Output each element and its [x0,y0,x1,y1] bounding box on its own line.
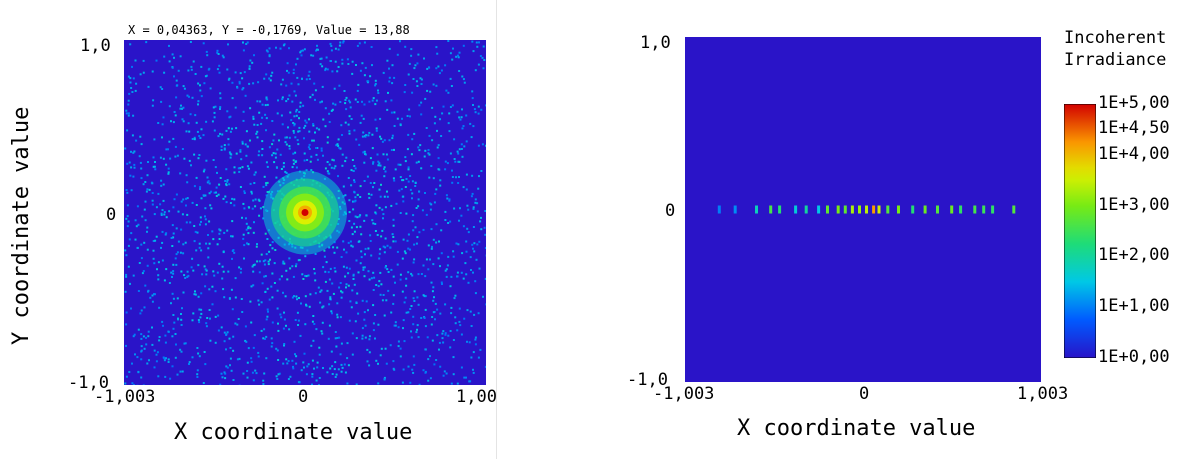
line-profile-mark [836,205,840,214]
left-y-tick-top: 1,0 [80,36,111,56]
left-x-axis-label: X coordinate value [174,420,413,445]
right-y-tick-mid: 0 [665,201,676,221]
colorbar-tick-label: 1E+0,00 [1098,347,1170,367]
right-x-tick-right: 1,003 [1017,384,1069,404]
line-profile-mark [778,205,782,214]
colorbar-tick-label: 1E+2,00 [1098,245,1170,266]
left-x-tick-mid: 0 [298,387,309,407]
right-x-axis-label: X coordinate value [737,416,976,441]
colorbar-tick-label: 1E+4,50 [1098,118,1170,139]
line-profile-mark [858,205,861,214]
panel-divider [496,0,497,459]
right-heatmap-plot[interactable] [685,37,1041,382]
line-profile-mark [877,205,881,214]
line-profile-mark [850,205,854,214]
line-profile-mark [923,205,927,214]
line-profile-mark [991,205,995,214]
colorbar-tick-label: 1E+4,00 [1098,143,1170,164]
line-profile-mark [733,205,737,214]
line-profile-mark [950,205,954,214]
colorbar-tick-label: 1E+1,00 [1098,296,1170,317]
line-profile-mark [973,205,977,214]
line-profile-mark [886,205,890,214]
colorbar-tick-label: 1E+3,00 [1098,194,1170,215]
colorbar-title-line2: Irradiance [1064,50,1167,70]
line-profile-mark [817,205,821,214]
line-profile-mark [826,205,829,214]
line-profile-mark [936,205,939,214]
left-heatmap-plot[interactable] [124,40,486,385]
colorbar-title-line1: Incoherent [1064,28,1167,48]
right-x-tick-left: -1,003 [653,384,715,404]
left-y-tick-bottom: -1,0 [68,373,109,393]
colorbar [1064,104,1096,358]
cursor-readout: X = 0,04363, Y = -0,1769, Value = 13,88 [128,23,410,37]
line-profile-mark [872,205,876,214]
left-y-tick-mid: 0 [106,205,117,225]
line-profile-mark [982,205,986,214]
left-central-peak [263,170,347,255]
line-profile-mark [865,205,868,214]
right-y-tick-bottom: -1,0 [627,370,668,390]
right-plot-background [685,37,1041,382]
line-profile-mark [897,205,900,214]
line-profile-mark [717,205,721,214]
right-y-tick-top: 1,0 [640,33,671,53]
line-profile-mark [755,205,758,214]
left-x-tick-left: -1,003 [94,387,156,407]
line-profile-mark [911,205,915,214]
line-profile-mark [794,205,798,214]
right-x-tick-mid: 0 [859,384,870,404]
line-profile-mark [1012,205,1016,214]
colorbar-gradient [1064,104,1096,358]
left-x-tick-right: 1,00 [456,387,497,407]
left-y-axis-label: Y coordinate value [9,106,34,345]
line-profile-mark [843,205,847,214]
line-profile-mark [769,205,773,214]
colorbar-tick-label: 1E+5,00 [1098,93,1170,113]
line-profile-mark [804,205,808,214]
line-profile-mark [959,205,963,214]
